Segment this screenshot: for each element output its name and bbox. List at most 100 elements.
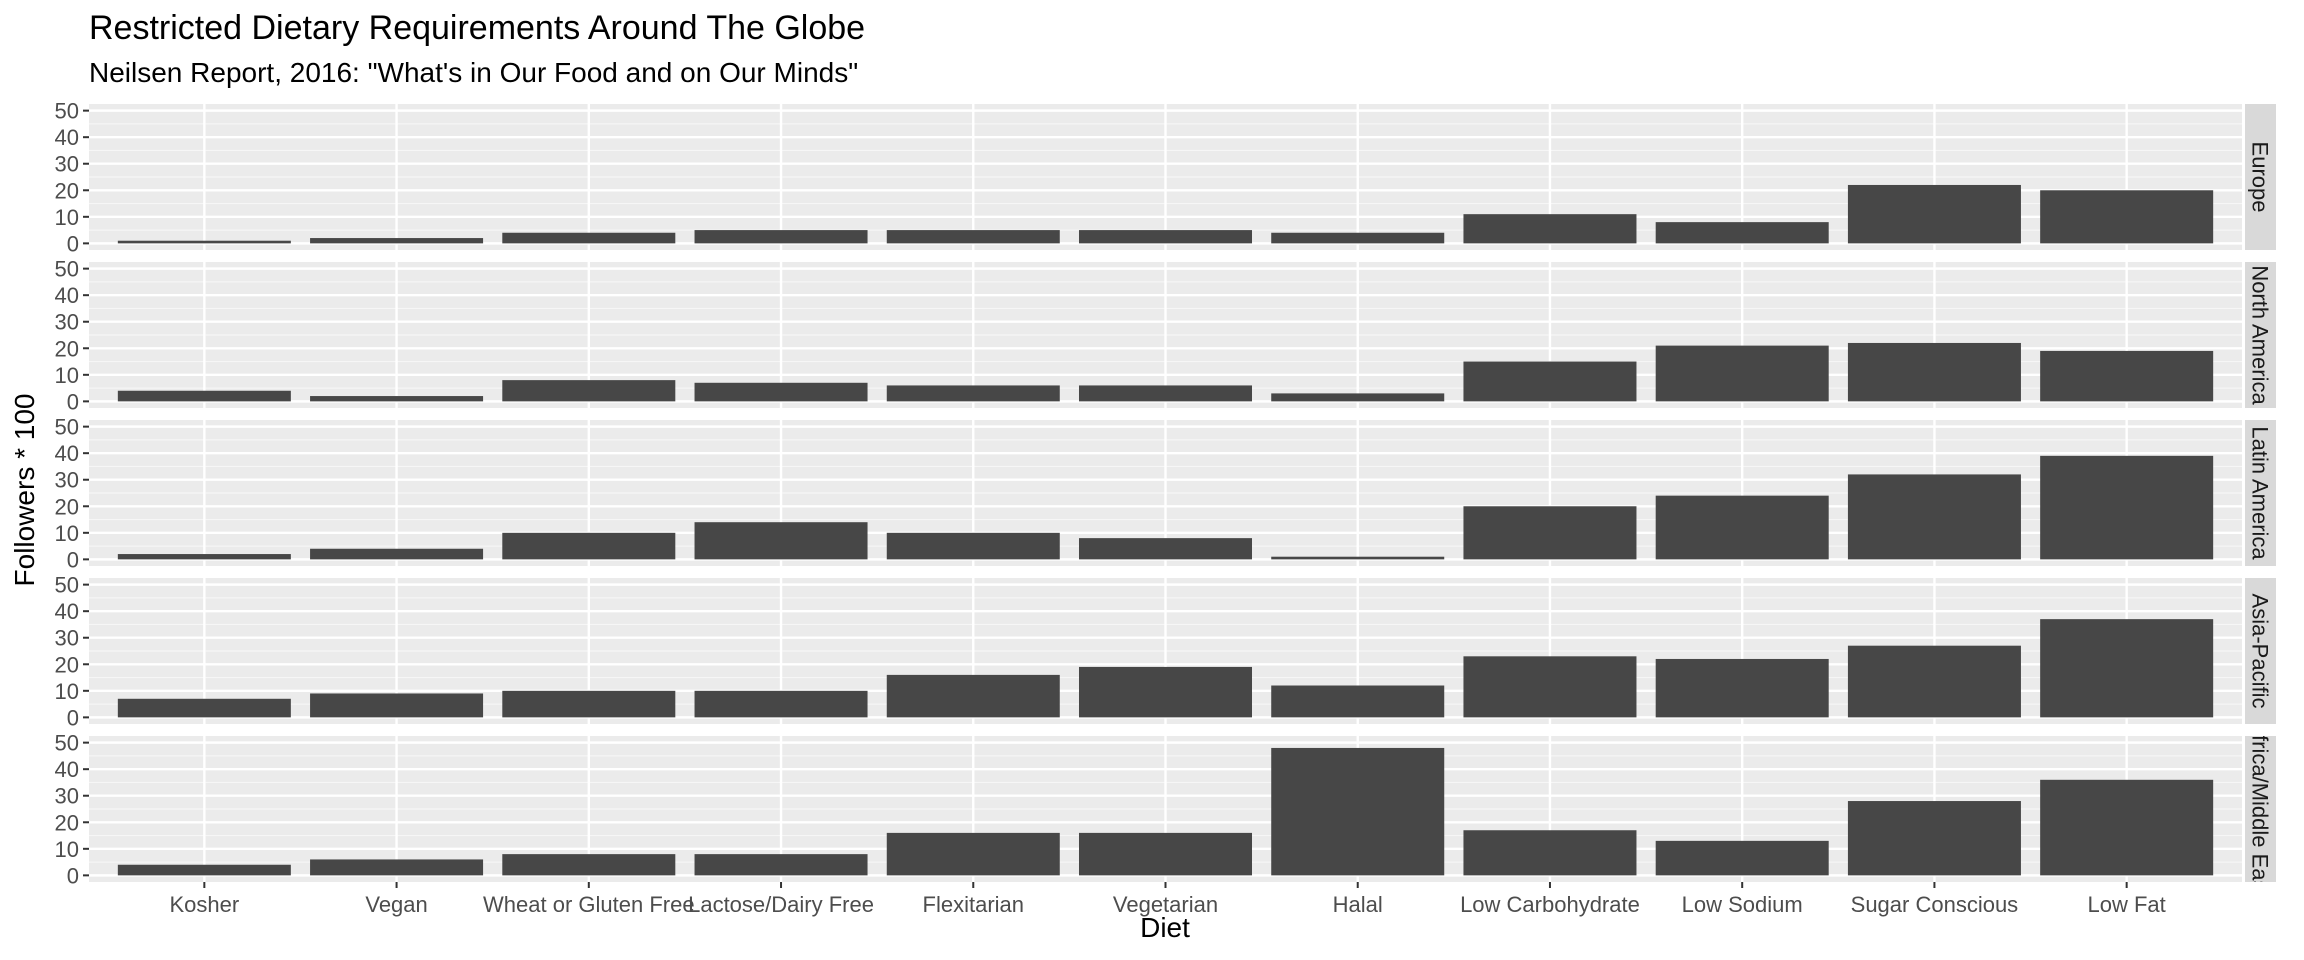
y-tick-label: 30 [55, 152, 79, 177]
y-tick-label: 0 [67, 389, 79, 414]
bar-latin-america-kosher [117, 554, 291, 560]
y-tick-label: 10 [55, 363, 79, 388]
bar-europe-lactose-dairy-free [694, 230, 868, 244]
y-tick-label: 40 [55, 757, 79, 782]
bar-latin-america-vegan [310, 548, 484, 560]
y-tick-label: 0 [67, 863, 79, 888]
y-tick-label: 0 [67, 231, 79, 256]
bar-africa-middle-east-lactose-dairy-free [694, 854, 868, 876]
x-tick-label-low-carbohydrate: Low Carbohydrate [1460, 892, 1640, 917]
y-tick-label: 50 [55, 573, 79, 598]
chart-subtitle: Neilsen Report, 2016: "What's in Our Foo… [89, 57, 858, 88]
x-tick-label-lactose-dairy-free: Lactose/Dairy Free [688, 892, 874, 917]
bar-africa-middle-east-wheat-or-gluten-free [502, 854, 676, 876]
bar-asia-pacific-low-fat [2040, 619, 2214, 718]
y-tick-label: 50 [55, 415, 79, 440]
bar-africa-middle-east-vegan [310, 859, 484, 876]
x-tick-label-sugar-conscious: Sugar Conscious [1851, 892, 2019, 917]
y-tick-label: 40 [55, 441, 79, 466]
y-tick-label: 0 [67, 705, 79, 730]
bar-africa-middle-east-low-carbohydrate [1463, 830, 1637, 876]
bar-north-america-kosher [117, 390, 291, 402]
bar-latin-america-low-sodium [1655, 495, 1829, 560]
y-tick-label: 10 [55, 837, 79, 862]
y-tick-label: 30 [55, 468, 79, 493]
bar-europe-wheat-or-gluten-free [502, 232, 676, 244]
bar-asia-pacific-lactose-dairy-free [694, 690, 868, 718]
facet-strip-label-clip: Africa/Middle East [2248, 720, 2273, 897]
facet-strip [2245, 262, 2276, 408]
y-tick-label: 50 [55, 99, 79, 124]
bar-latin-america-flexitarian [886, 532, 1060, 560]
bar-africa-middle-east-low-sodium [1655, 840, 1829, 876]
bar-latin-america-lactose-dairy-free [694, 522, 868, 560]
bar-latin-america-wheat-or-gluten-free [502, 532, 676, 560]
bar-asia-pacific-flexitarian [886, 674, 1060, 718]
bar-asia-pacific-vegan [310, 693, 484, 718]
x-tick-label-low-fat: Low Fat [2088, 892, 2166, 917]
x-axis-title: Diet [1140, 912, 1190, 943]
bar-latin-america-halal [1271, 556, 1445, 560]
bar-north-america-low-sodium [1655, 345, 1829, 402]
x-tick-label-vegan: Vegan [365, 892, 427, 917]
bar-africa-middle-east-halal [1271, 747, 1445, 876]
bar-north-america-low-carbohydrate [1463, 361, 1637, 402]
bar-north-america-sugar-conscious [1847, 342, 2021, 402]
bar-latin-america-low-fat [2040, 455, 2214, 560]
x-tick-label-wheat-or-gluten-free: Wheat or Gluten Free [483, 892, 695, 917]
bar-asia-pacific-kosher [117, 698, 291, 718]
x-tick-label-vegetarian: Vegetarian [1113, 892, 1218, 917]
bar-north-america-wheat-or-gluten-free [502, 380, 676, 402]
x-tick-label-flexitarian: Flexitarian [923, 892, 1024, 917]
y-tick-label: 10 [55, 521, 79, 546]
bar-north-america-flexitarian [886, 385, 1060, 402]
y-tick-label: 20 [55, 494, 79, 519]
bar-europe-low-sodium [1655, 222, 1829, 244]
bar-asia-pacific-wheat-or-gluten-free [502, 690, 676, 718]
bar-europe-sugar-conscious [1847, 184, 2021, 244]
facet-strip-label: Latin America [2248, 426, 2273, 560]
bar-north-america-lactose-dairy-free [694, 382, 868, 402]
bar-asia-pacific-low-carbohydrate [1463, 656, 1637, 718]
bar-latin-america-sugar-conscious [1847, 474, 2021, 560]
bar-africa-middle-east-flexitarian [886, 832, 1060, 876]
facet-strip [2245, 736, 2276, 882]
bar-europe-vegetarian [1078, 230, 1253, 244]
bar-africa-middle-east-kosher [117, 864, 291, 876]
y-tick-label: 40 [55, 599, 79, 624]
bar-north-america-low-fat [2040, 350, 2214, 402]
y-tick-label: 20 [55, 810, 79, 835]
facet-strip [2245, 420, 2276, 566]
bar-asia-pacific-halal [1271, 685, 1445, 718]
y-tick-label: 20 [55, 178, 79, 203]
y-axis-title: Followers * 100 [9, 394, 40, 587]
facet-strip-label: Africa/Middle East [2248, 720, 2273, 897]
bar-africa-middle-east-vegetarian [1078, 832, 1253, 876]
bar-europe-halal [1271, 232, 1445, 244]
x-tick-label-low-sodium: Low Sodium [1682, 892, 1803, 917]
bar-latin-america-vegetarian [1078, 538, 1253, 560]
y-tick-label: 30 [55, 626, 79, 651]
facet-strip-label: Asia-Pacific [2248, 594, 2273, 709]
bar-africa-middle-east-low-fat [2040, 779, 2214, 876]
y-tick-label: 40 [55, 283, 79, 308]
x-axis: Kosher Vegan Wheat or Gluten FreeLactose/D… [169, 882, 2166, 917]
y-tick-label: 40 [55, 125, 79, 150]
x-tick-label-halal: Halal [1333, 892, 1383, 917]
facet-strip-label: Europe [2248, 142, 2273, 213]
facet-strip [2245, 578, 2276, 724]
chart-title: Restricted Dietary Requirements Around T… [89, 9, 865, 47]
bar-latin-america-low-carbohydrate [1463, 506, 1637, 560]
facet-strip-label-clip: North America [2248, 265, 2273, 405]
y-tick-label: 20 [55, 336, 79, 361]
x-tick-label-kosher: Kosher [169, 892, 239, 917]
bar-europe-low-fat [2040, 190, 2214, 244]
bar-north-america-halal [1271, 393, 1445, 402]
bar-europe-vegan [310, 238, 484, 244]
